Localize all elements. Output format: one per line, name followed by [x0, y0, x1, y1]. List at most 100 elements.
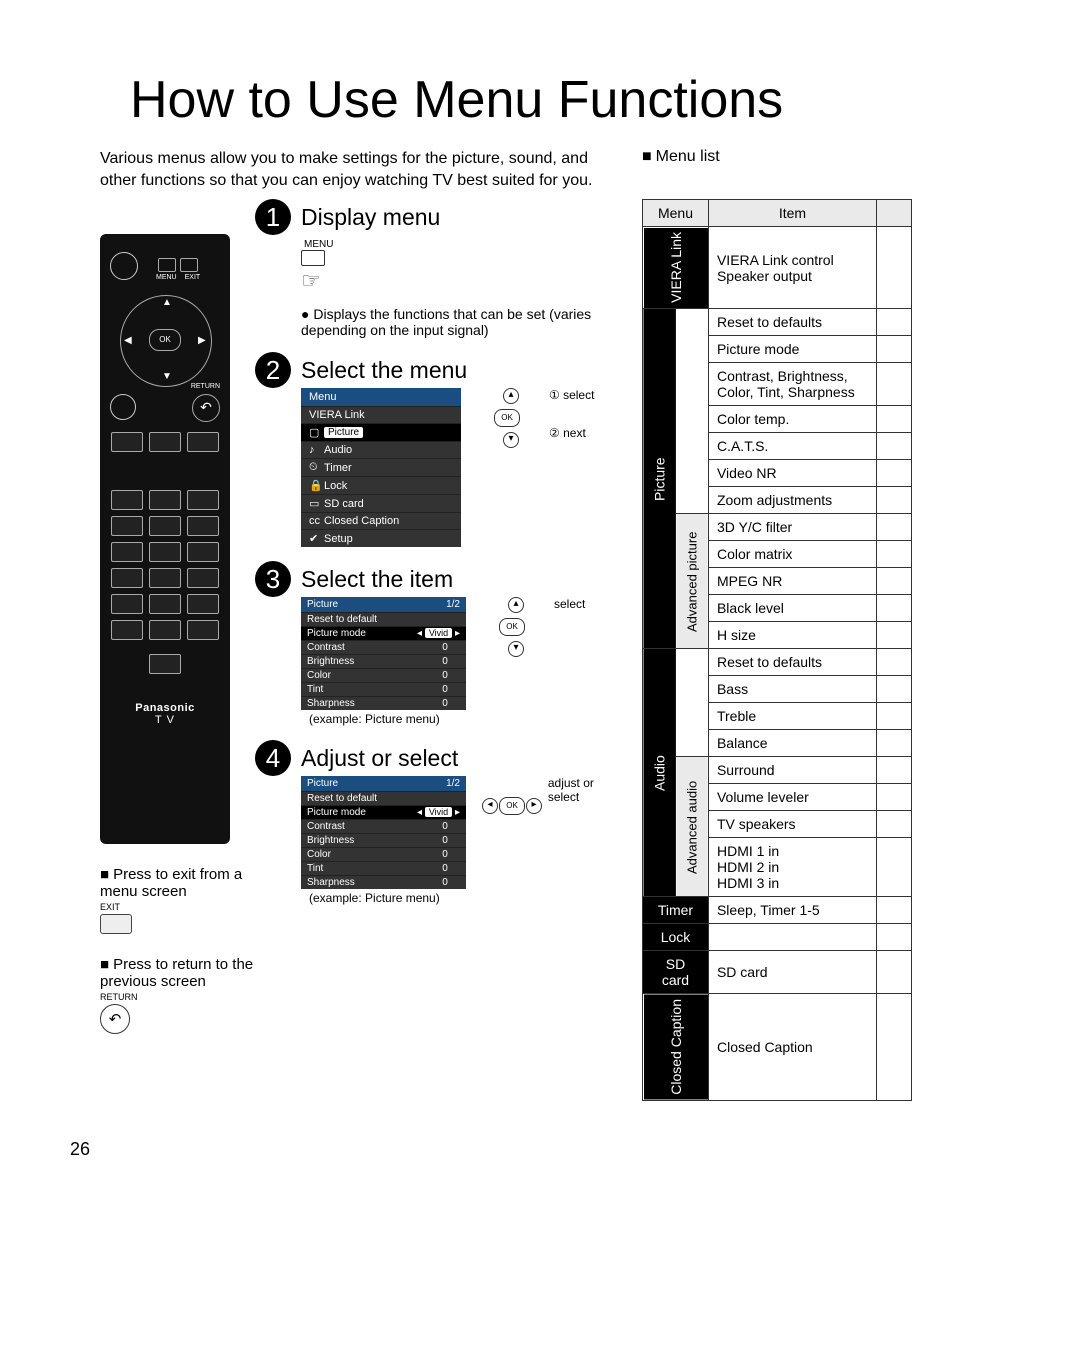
advanced-picture-category: Advanced picture	[676, 514, 708, 649]
table-row: Audio Reset to defaults	[643, 649, 912, 676]
dpad-select-illustration: ▴▾ OK	[477, 388, 535, 446]
menu-header: Menu	[643, 200, 709, 227]
osd-row-selected: Picture mode◂ Vivid ▸	[301, 626, 466, 640]
step-1: 1 Display menu MENU ☞ ● Displays the fun…	[255, 199, 620, 338]
sdcard-category: SD card	[643, 951, 709, 994]
adv-picture-item: 3D Y/C filter	[708, 514, 876, 541]
osd-item: 🔒Lock	[301, 476, 461, 494]
exit-instruction: ■Press to exit from a menu screen EXIT	[100, 866, 255, 938]
osd-row: Tint0	[301, 682, 466, 696]
remote-return-icon: ↶	[192, 394, 220, 422]
table-header-row: Menu Item	[643, 200, 912, 227]
table-row: Picture Reset to defaults	[643, 309, 912, 336]
menu-list-label: ■Menu list	[642, 148, 720, 191]
table-row: Lock	[643, 924, 912, 951]
adv-audio-item: Volume leveler	[708, 784, 876, 811]
remote-illustration: MENU EXIT OK ▲▼ ◀▶ RETURN ↶	[100, 234, 230, 844]
picture-item: Color temp.	[708, 406, 876, 433]
step-3: 3 Select the item Picture1/2 Reset to de…	[255, 561, 620, 726]
adv-audio-item: Surround	[708, 757, 876, 784]
remote-brand: Panasonic	[100, 702, 230, 714]
table-row: Timer Sleep, Timer 1-5	[643, 897, 912, 924]
viera-link-category: VIERA Link	[643, 227, 709, 309]
menu-list-table: Menu Item VIERA Link VIERA Link control …	[642, 199, 912, 1101]
picture-category: Picture	[643, 309, 676, 649]
intro-row: Various menus allow you to make settings…	[100, 148, 1010, 191]
osd-item-selected: ▢Picture	[301, 423, 461, 441]
step-3-example-note: (example: Picture menu)	[309, 712, 466, 726]
step-3-number: 3	[255, 561, 291, 597]
viera-link-item: VIERA Link control Speaker output	[708, 227, 876, 309]
adv-picture-item: Black level	[708, 595, 876, 622]
audio-item: Bass	[708, 676, 876, 703]
adv-audio-item: HDMI 1 in HDMI 2 in HDMI 3 in	[708, 838, 876, 897]
osd-picture-illustration: Picture1/2 Reset to default Picture mode…	[301, 597, 466, 710]
osd-row: Contrast0	[301, 640, 466, 654]
return-button-illustration: ↶	[100, 1004, 130, 1034]
adv-audio-item: TV speakers	[708, 811, 876, 838]
osd-item: ♪Audio	[301, 441, 461, 458]
step-4: 4 Adjust or select Picture1/2 Reset to d…	[255, 740, 620, 905]
audio-category: Audio	[643, 649, 676, 897]
osd-row: Brightness0	[301, 654, 466, 668]
osd-item: ccClosed Caption	[301, 512, 461, 529]
osd-item: ▭SD card	[301, 494, 461, 512]
table-row: SD card SD card	[643, 951, 912, 994]
step-2-hint-next: ② next	[549, 426, 594, 440]
timer-category: Timer	[643, 897, 709, 924]
osd-menu-illustration: Menu VIERA Link ▢Picture ♪Audio ⏲Timer 🔒…	[301, 388, 461, 547]
osd-row-selected: Picture mode◂ Vivid ▸	[301, 805, 466, 819]
step-4-number: 4	[255, 740, 291, 776]
remote-menu-label: MENU	[156, 274, 177, 281]
step-1-number: 1	[255, 199, 291, 235]
page-number: 26	[70, 1139, 1010, 1160]
advanced-audio-category: Advanced audio	[676, 757, 708, 897]
step-3-title: Select the item	[301, 566, 453, 593]
remote-tv-label: T V	[100, 714, 230, 726]
audio-item: Reset to defaults	[708, 649, 876, 676]
step-1-title: Display menu	[301, 204, 440, 231]
osd-row: Brightness0	[301, 833, 466, 847]
sdcard-item: SD card	[708, 951, 876, 994]
step-2-title: Select the menu	[301, 357, 467, 384]
step-2-number: 2	[255, 352, 291, 388]
item-header: Item	[708, 200, 876, 227]
osd-picture-illustration: Picture1/2 Reset to default Picture mode…	[301, 776, 466, 889]
dpad-illustration: ▴▾ OK	[482, 597, 540, 655]
picture-item: Contrast, Brightness, Color, Tint, Sharp…	[708, 363, 876, 406]
table-row: Advanced picture 3D Y/C filter	[643, 514, 912, 541]
step-2: 2 Select the menu Menu VIERA Link ▢Pictu…	[255, 352, 620, 547]
osd-row: Tint0	[301, 861, 466, 875]
main-content: MENU EXIT OK ▲▼ ◀▶ RETURN ↶	[100, 199, 1010, 1101]
step-3-hint: select	[554, 597, 585, 611]
table-row: Advanced audio Surround	[643, 757, 912, 784]
adv-picture-item: Color matrix	[708, 541, 876, 568]
picture-item: Reset to defaults	[708, 309, 876, 336]
adv-picture-item: MPEG NR	[708, 568, 876, 595]
remote-dpad: OK ▲▼ ◀▶	[120, 295, 210, 385]
remote-ok-button: OK	[149, 329, 181, 351]
lock-item	[708, 924, 876, 951]
osd-row: Contrast0	[301, 819, 466, 833]
adv-picture-item: H size	[708, 622, 876, 649]
page: How to Use Menu Functions Various menus …	[0, 0, 1080, 1200]
cc-category: Closed Caption	[643, 994, 709, 1101]
step-4-hint: adjust or select	[548, 776, 620, 804]
lock-category: Lock	[643, 924, 709, 951]
timer-item: Sleep, Timer 1-5	[708, 897, 876, 924]
menu-button-illustration: MENU ☞	[301, 239, 620, 294]
osd-row: Color0	[301, 668, 466, 682]
osd-row: Reset to default	[301, 791, 466, 805]
step-2-hint-select: ① select	[549, 388, 594, 402]
page-title: How to Use Menu Functions	[130, 70, 1010, 130]
step-4-title: Adjust or select	[301, 745, 458, 772]
picture-item: Picture mode	[708, 336, 876, 363]
pointing-hand-icon: ☞	[301, 268, 620, 294]
picture-item: C.A.T.S.	[708, 433, 876, 460]
picture-item: Zoom adjustments	[708, 487, 876, 514]
table-row: VIERA Link VIERA Link control Speaker ou…	[643, 227, 912, 309]
osd-item: ✔Setup	[301, 529, 461, 547]
osd-item: ⏲Timer	[301, 458, 461, 476]
audio-item: Treble	[708, 703, 876, 730]
step-1-note: ● Displays the functions that can be set…	[301, 306, 620, 338]
